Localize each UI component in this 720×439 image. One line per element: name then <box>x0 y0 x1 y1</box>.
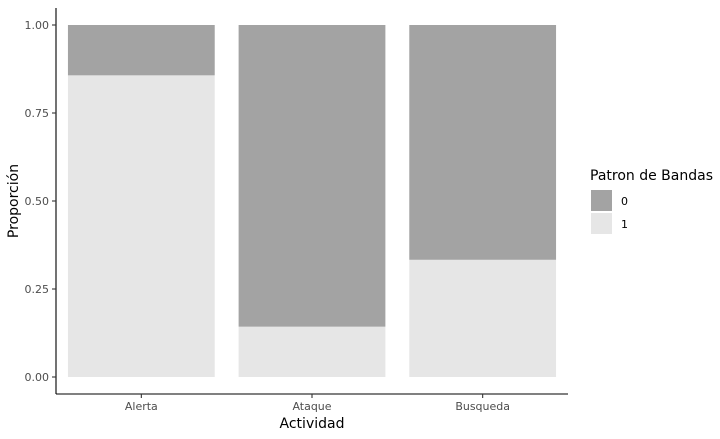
y-tick-label: 1.00 <box>25 19 50 32</box>
y-tick-label: 0.00 <box>25 371 50 384</box>
legend-title: Patron de Bandas <box>590 168 713 184</box>
bar-ataque-series-0 <box>238 25 386 327</box>
bar-busqueda-series-1 <box>409 259 557 377</box>
bar-alerta-series-1 <box>67 75 215 377</box>
bar-busqueda-series-0 <box>409 25 557 260</box>
x-tick-label: Alerta <box>125 400 158 413</box>
y-tick-label: 0.25 <box>25 283 50 296</box>
y-tick-label: 0.50 <box>25 195 50 208</box>
legend-swatch-0 <box>591 190 612 211</box>
x-tick-label: Ataque <box>292 400 331 413</box>
bars-layer <box>67 25 557 377</box>
bar-alerta-series-0 <box>67 25 215 76</box>
legend-label-1: 1 <box>621 218 628 231</box>
x-axis-title: Actividad <box>280 416 345 432</box>
legend-items: 01 <box>591 190 628 234</box>
legend: Patron de Bandas 01 <box>590 168 713 234</box>
bar-ataque-series-1 <box>238 326 386 377</box>
y-tick-label: 0.75 <box>25 107 50 120</box>
x-axis-ticks: Alerta Ataque Busqueda <box>125 394 510 413</box>
legend-label-0: 0 <box>621 195 628 208</box>
legend-swatch-1 <box>591 213 612 234</box>
y-axis-ticks: 0.00 0.25 0.50 0.75 1.00 <box>25 19 56 384</box>
x-tick-label: Busqueda <box>455 400 510 413</box>
y-axis-title: Proporción <box>6 164 22 238</box>
